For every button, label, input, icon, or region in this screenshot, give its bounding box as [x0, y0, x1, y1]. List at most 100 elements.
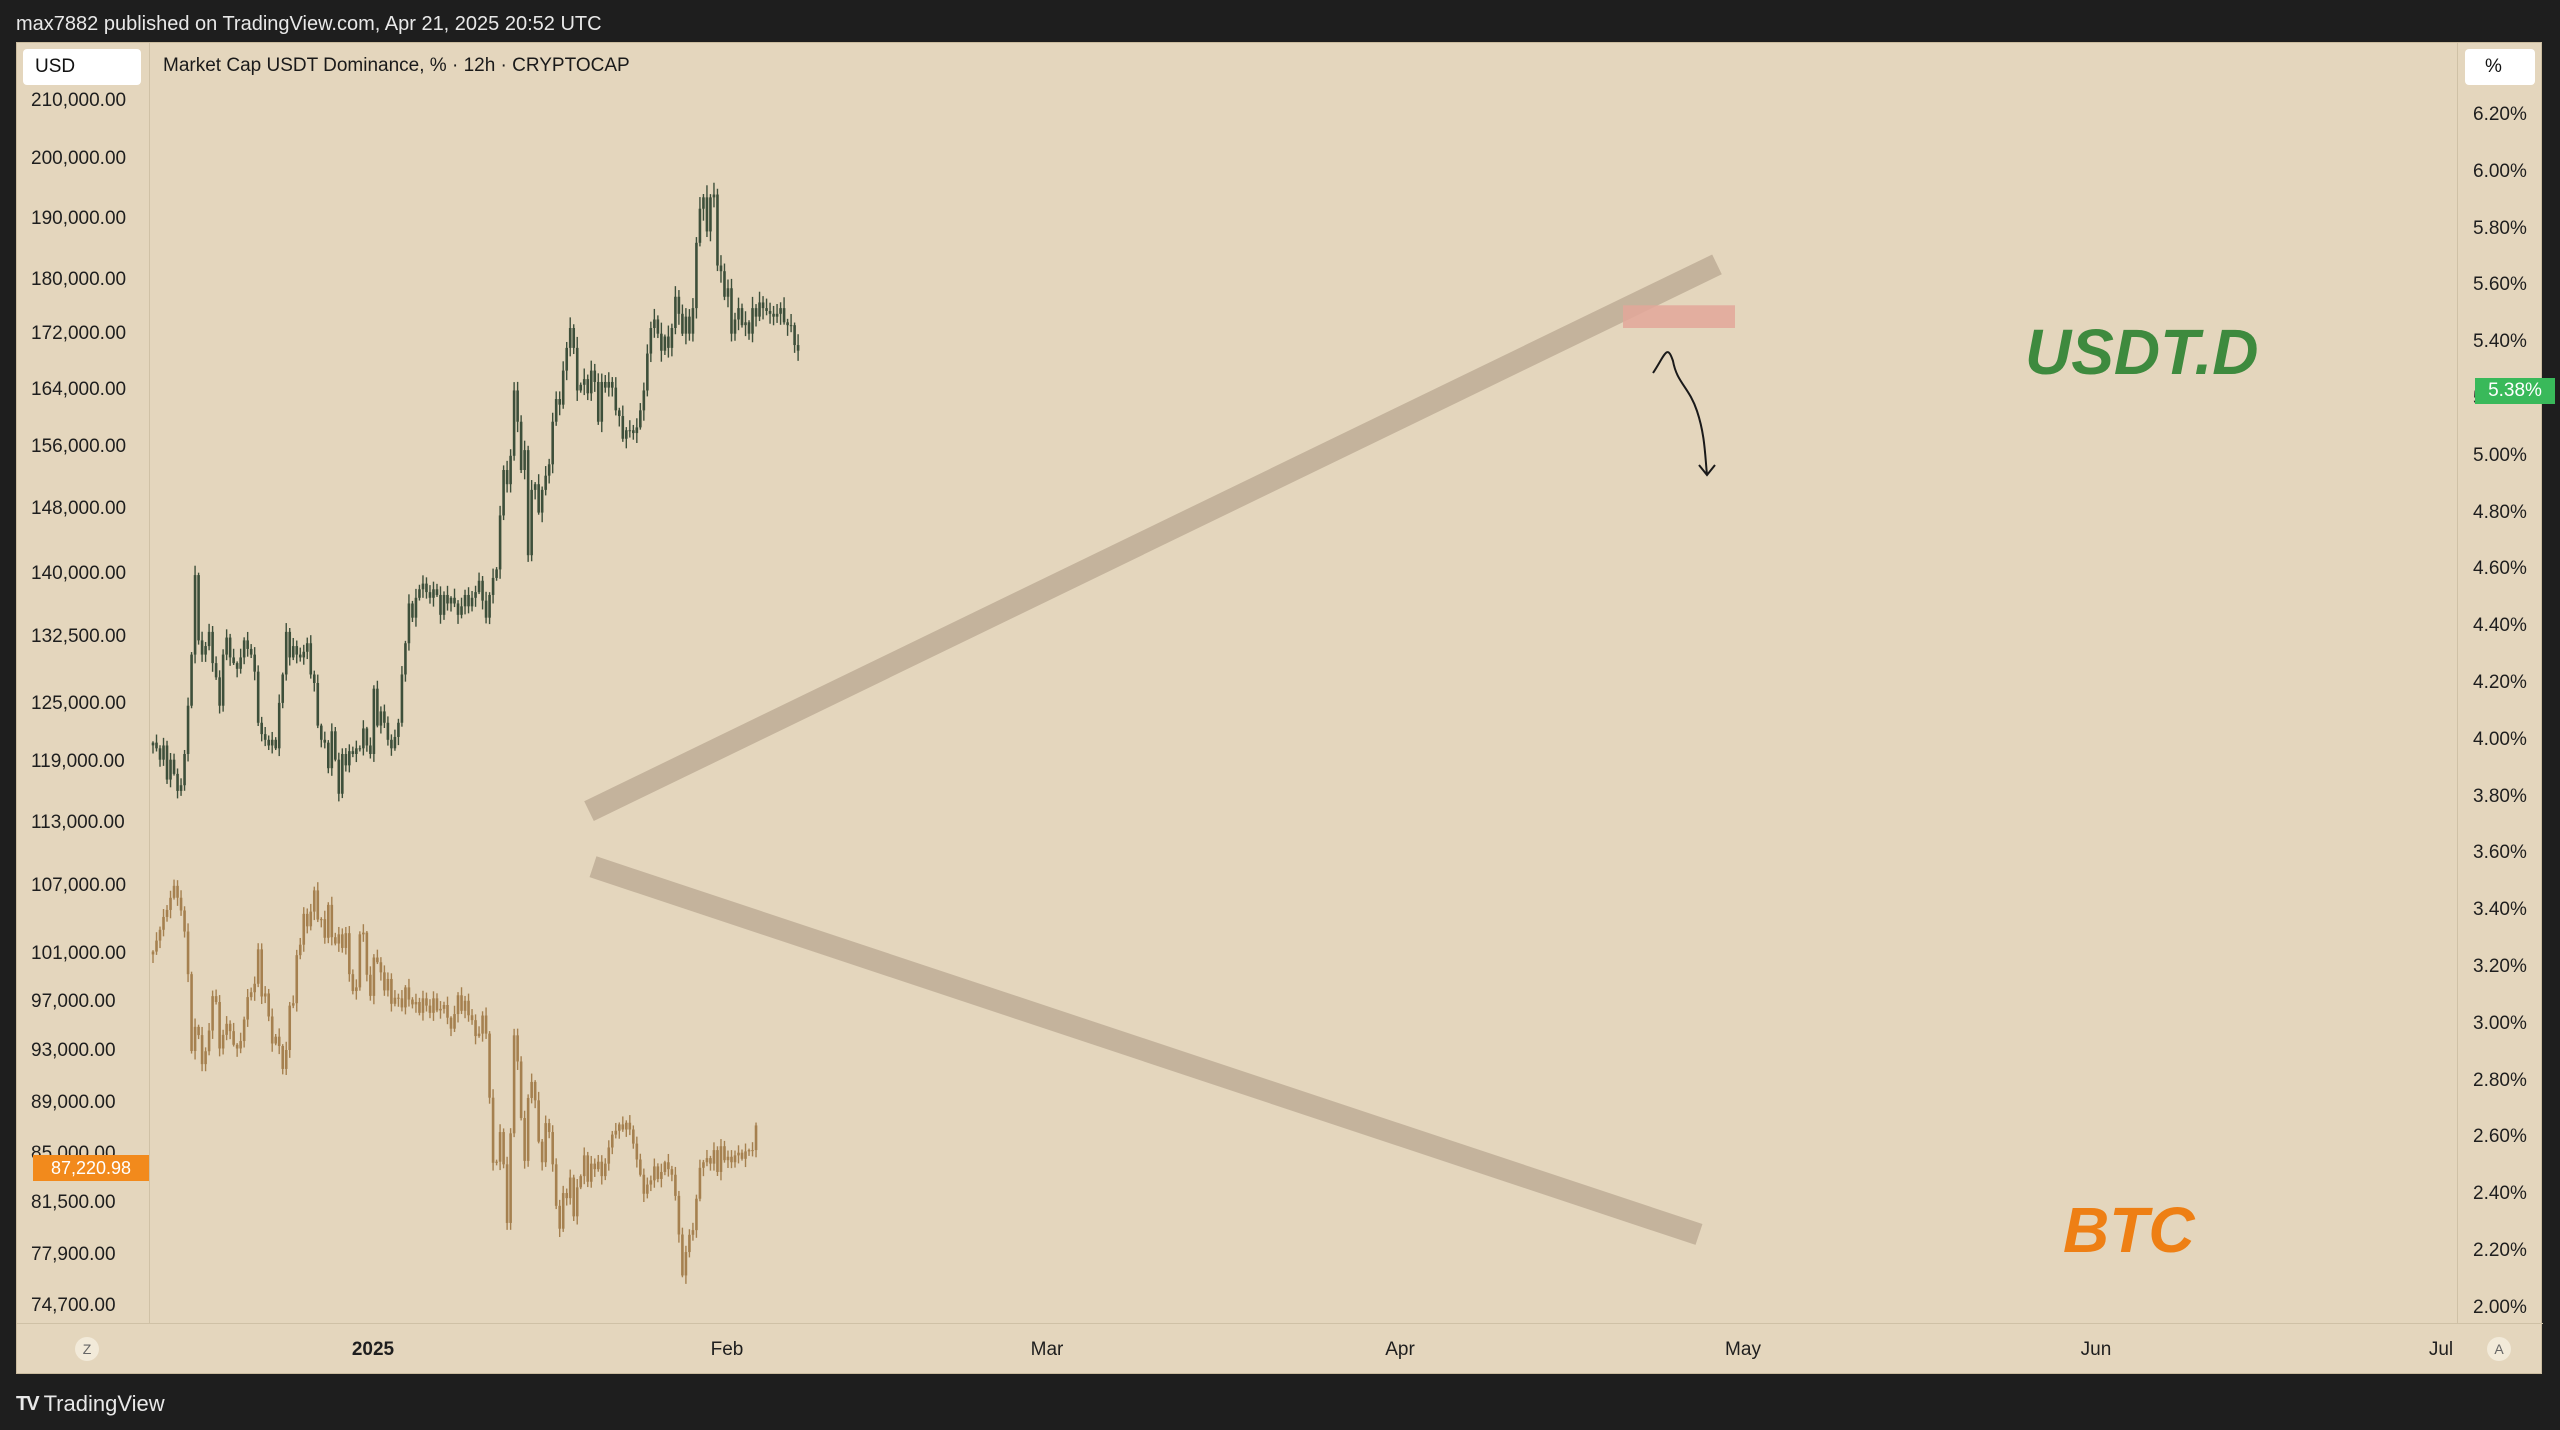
usdt-candle [362, 728, 365, 749]
usdt-candle [554, 399, 558, 422]
btc-candle [312, 890, 316, 912]
btc-candle [351, 974, 355, 992]
usdt-candle [204, 646, 207, 655]
usdt-candle [751, 308, 754, 334]
footer: TV TradingView [0, 1378, 2560, 1430]
usdt-candle [432, 589, 435, 598]
btc-candle [572, 1177, 576, 1217]
usdt-candle [663, 336, 667, 351]
usdt-candle [253, 654, 256, 672]
usdt-candle [197, 575, 200, 641]
usdt-candle [316, 683, 320, 726]
btc-candle [435, 998, 439, 1011]
btc-candle [653, 1166, 656, 1181]
left-scale-tick: 101,000.00 [31, 943, 127, 964]
btc-candle [709, 1158, 712, 1164]
btc-candle [439, 1008, 442, 1011]
btc-candle [656, 1166, 660, 1179]
btc-candle [554, 1164, 558, 1206]
btc-candle [270, 1016, 274, 1044]
usdt-candle [765, 308, 768, 311]
time-scale[interactable] [17, 1323, 2543, 1376]
btc-candle [628, 1122, 632, 1130]
btc-candle [625, 1122, 628, 1130]
btc-candle [617, 1124, 621, 1131]
time-scale-tick: Mar [1030, 1339, 1064, 1360]
btc-candle [344, 933, 348, 948]
btc-candle [698, 1167, 702, 1199]
usdt-candle [190, 654, 193, 706]
btc-candle [751, 1150, 754, 1152]
usdt-candle [295, 646, 299, 655]
btc-candle [319, 919, 323, 921]
usdt-candle [509, 455, 512, 485]
time-scale-tick: 2025 [351, 1339, 395, 1360]
usdt-candle [211, 631, 214, 664]
usdt-candle [456, 603, 460, 615]
usdt-candle [355, 748, 358, 754]
btc-candle [162, 916, 165, 930]
usdt-candle [463, 594, 467, 607]
left-price-scale[interactable] [17, 43, 150, 1323]
usdt-candle [218, 677, 221, 706]
percent-scale-toggle[interactable]: % [2465, 49, 2535, 85]
btc-candle [635, 1143, 639, 1160]
usdt-candle [425, 583, 428, 593]
btc-candle [155, 940, 158, 952]
left-scale-tick: 125,000.00 [31, 693, 127, 714]
usdt-candle [533, 484, 537, 490]
btc-candle [372, 957, 376, 996]
left-scale-tick: 210,000.00 [31, 90, 127, 111]
auto-scale-button[interactable]: A [2487, 1337, 2511, 1361]
right-scale-tick: 2.40% [2473, 1183, 2527, 1205]
usdt-candle [186, 705, 190, 754]
usdt-candle [228, 637, 232, 658]
btc-candle [586, 1155, 590, 1182]
btc-candle [488, 1033, 491, 1098]
btc-candle [211, 996, 214, 1031]
usdt-candle [421, 583, 425, 590]
btc-candle [397, 997, 400, 999]
usdt-candle [376, 688, 379, 726]
usdt-candle [309, 643, 313, 675]
usdt-candle [491, 577, 495, 595]
right-scale-tick: 3.20% [2473, 956, 2527, 977]
symbol-legend[interactable]: Market Cap USDT Dominance, % · 12h · CRY… [163, 55, 630, 76]
left-scale-tick: 93,000.00 [31, 1040, 116, 1061]
btc-candle [453, 1014, 456, 1029]
btc-candle [621, 1124, 625, 1130]
usdt-candle [344, 754, 348, 766]
price-plot[interactable] [17, 43, 2543, 1375]
usdt-candle [516, 390, 519, 422]
usdt-candle [589, 370, 593, 394]
btc-candle [204, 1051, 207, 1065]
btc-candle [670, 1169, 674, 1175]
btc-candle [390, 978, 393, 1004]
chart-area[interactable]: USD % Market Cap USDT Dominance, % · 12h… [16, 42, 2555, 1376]
btc-candle [540, 1141, 544, 1163]
usdt-candle [418, 589, 421, 598]
left-scale-tick: 164,000.00 [31, 379, 127, 400]
usdt-candle [495, 569, 498, 578]
currency-selector[interactable]: USD [23, 49, 141, 85]
btc-candle [688, 1234, 691, 1253]
btc-candle [481, 1015, 484, 1034]
left-scale-tick: 119,000.00 [31, 751, 125, 772]
right-price-scale[interactable] [2457, 43, 2544, 1323]
usdt-candle [270, 739, 274, 746]
usdt-candle [312, 674, 316, 683]
usdt-candle [267, 739, 270, 746]
right-scale-tick: 6.00% [2473, 160, 2527, 182]
usdt-candle [305, 643, 309, 652]
zoom-reset-button[interactable]: Z [75, 1337, 99, 1361]
btc-candle [386, 978, 390, 991]
btc-candle [744, 1151, 747, 1159]
left-scale-tick: 190,000.00 [31, 208, 127, 229]
btc-candle [498, 1132, 502, 1162]
btc-candle [526, 1097, 530, 1161]
btc-candle [610, 1134, 614, 1148]
usdt-candle [411, 603, 414, 618]
usdt-candle [337, 759, 341, 794]
usdt-candle [235, 663, 239, 669]
btc-candle [323, 919, 327, 938]
